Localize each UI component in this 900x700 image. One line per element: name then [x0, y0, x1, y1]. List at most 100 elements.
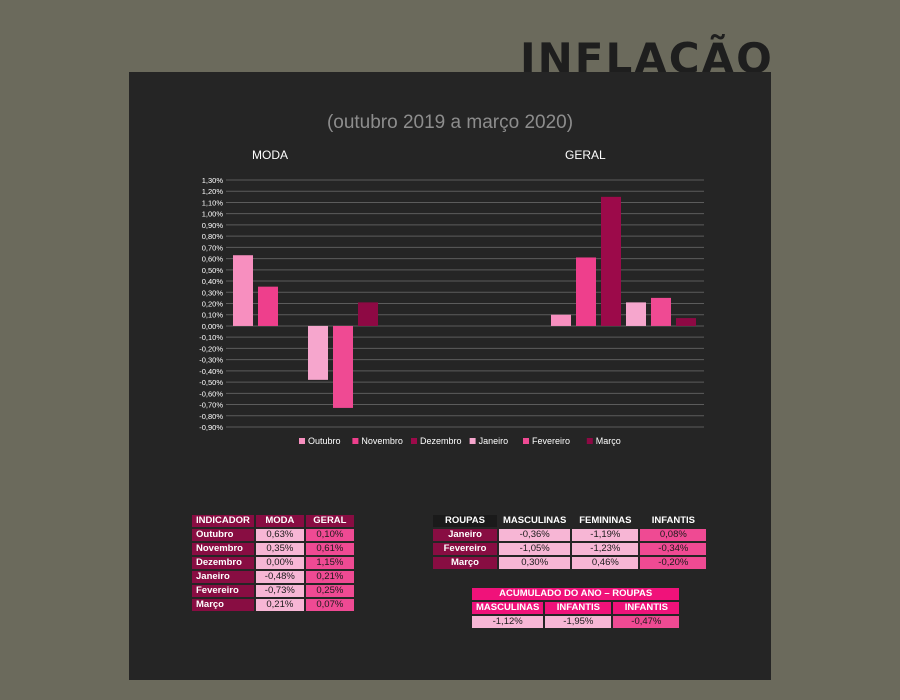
table-header-row: ROUPAS MASCULINAS FEMININAS INFANTIS	[433, 515, 706, 527]
cell-infantis: 0,08%	[640, 529, 707, 541]
cell-infantis: -0,20%	[640, 557, 707, 569]
y-tick-label: 1,20%	[202, 187, 224, 196]
y-tick-label: 0,40%	[202, 277, 224, 286]
row-label: Março	[433, 557, 497, 569]
cell-infantis: -0,34%	[640, 543, 707, 555]
cell-femininas: -1,19%	[572, 529, 639, 541]
header-cell-infantis: INFANTIS	[651, 515, 695, 526]
legend-label: Outubro	[308, 436, 341, 446]
table-row: Março 0,30% 0,46% -0,20%	[433, 557, 707, 569]
y-tick-label: 0,50%	[202, 266, 224, 275]
legend-swatch	[299, 438, 305, 444]
y-tick-label: 0,30%	[202, 288, 224, 297]
header-cell-masculinas: MASCULINAS	[472, 602, 544, 614]
bar-fevereiro	[651, 297, 671, 326]
y-tick-label: 0,00%	[202, 322, 224, 331]
cell-femininas: 0,46%	[572, 557, 639, 569]
group-label-moda: MODA	[252, 148, 288, 162]
table-row: -1,12% -1,95% -0,47%	[472, 616, 680, 628]
cell-geral: 0,21%	[305, 571, 354, 583]
row-label: Novembro	[192, 543, 254, 555]
legend-label: Novembro	[361, 436, 403, 446]
legend-swatch	[523, 438, 529, 444]
row-label: Janeiro	[433, 529, 497, 541]
group-label-geral: GERAL	[565, 148, 606, 162]
y-tick-label: -0,10%	[199, 333, 223, 342]
legend-label: Março	[596, 436, 621, 446]
header-cell-femininas: FEMININAS	[579, 515, 632, 526]
cell-acumulado-infantis: -1,95%	[545, 616, 612, 628]
table-roupas: ROUPAS MASCULINAS FEMININAS INFANTIS Jan…	[431, 513, 708, 571]
legend-label: Dezembro	[420, 436, 462, 446]
y-tick-label: 0,60%	[202, 255, 224, 264]
y-tick-label: 1,30%	[202, 176, 224, 185]
table-row: Janeiro -0,48% 0,21%	[192, 571, 354, 583]
y-tick-label: 0,20%	[202, 300, 224, 309]
cell-geral: 1,15%	[305, 557, 354, 569]
bar-dezembro	[601, 196, 621, 326]
legend-label: Fevereiro	[532, 436, 570, 446]
bar-fevereiro	[333, 325, 353, 408]
cell-moda: 0,63%	[255, 529, 304, 541]
table-header-row: INDICADOR MODA GERAL	[192, 515, 354, 527]
inflation-bar-chart: 1,30% 1,20% 1,10% 1,00% 0,90% 0,80% 0,70% 0,60%…	[199, 176, 704, 446]
y-tick-label: -0,90%	[199, 423, 223, 432]
cell-moda: 0,35%	[255, 543, 304, 555]
cell-geral: 0,10%	[305, 529, 354, 541]
cell-femininas: -1,23%	[572, 543, 639, 555]
y-tick-label: -0,70%	[199, 401, 223, 410]
legend-swatch	[469, 438, 476, 444]
row-label: Fevereiro	[433, 543, 497, 555]
y-tick-label: 0,80%	[202, 232, 224, 241]
header-cell-infantis: INFANTIS	[545, 602, 612, 614]
row-label: Outubro	[192, 529, 254, 541]
bar-novembro	[576, 257, 596, 326]
bar-março	[676, 318, 696, 326]
cell-moda: -0,48%	[255, 571, 304, 583]
acumulado-title: ACUMULADO DO ANO – ROUPAS	[472, 588, 680, 600]
y-tick-label: 1,00%	[202, 210, 224, 219]
cell-geral: 0,61%	[305, 543, 354, 555]
header-cell-roupas: ROUPAS	[433, 515, 497, 527]
row-label: Março	[192, 599, 254, 611]
cell-moda: -0,73%	[255, 585, 304, 597]
y-tick-label: 1,10%	[202, 198, 224, 207]
table-row: Fevereiro -1,05% -1,23% -0,34%	[433, 543, 707, 555]
header-cell-masculinas: MASCULINAS	[503, 515, 567, 526]
cell-geral: 0,07%	[305, 599, 354, 611]
table-title-row: ACUMULADO DO ANO – ROUPAS	[472, 588, 680, 600]
header-cell-infantis-2: INFANTIS	[613, 602, 680, 614]
row-label: Janeiro	[192, 571, 254, 583]
cell-moda: 0,00%	[255, 557, 304, 569]
bar-outubro	[551, 314, 571, 326]
table-header-row: MASCULINAS INFANTIS INFANTIS	[472, 602, 680, 614]
chart-subtitle: (outubro 2019 a março 2020)	[326, 112, 574, 133]
table-row: Outubro 0,63% 0,10%	[192, 529, 354, 541]
table-acumulado: ACUMULADO DO ANO – ROUPAS MASCULINAS INF…	[470, 586, 681, 630]
legend-swatch	[411, 438, 417, 444]
legend-label: Janeiro	[479, 436, 509, 446]
header-cell-geral: GERAL	[305, 515, 354, 527]
legend-swatch	[352, 438, 359, 444]
bar-janeiro	[626, 302, 646, 326]
header-cell-moda: MODA	[255, 515, 304, 527]
y-tick-label: 0,70%	[202, 243, 224, 252]
table-row: Janeiro -0,36% -1,19% 0,08%	[433, 529, 707, 541]
y-tick-label: -0,40%	[199, 367, 223, 376]
y-tick-label: -0,50%	[199, 378, 223, 387]
row-label: Dezembro	[192, 557, 254, 569]
y-tick-label: -0,30%	[199, 356, 223, 365]
cell-geral: 0,25%	[305, 585, 354, 597]
bar-outubro	[233, 255, 253, 326]
cell-masculinas: -1,05%	[499, 543, 571, 555]
legend-swatch	[586, 438, 593, 444]
table-row: Novembro 0,35% 0,61%	[192, 543, 354, 555]
cell-moda: 0,21%	[255, 599, 304, 611]
table-row: Março 0,21% 0,07%	[192, 599, 354, 611]
cell-acumulado-infantis-2: -0,47%	[613, 616, 680, 628]
bar-janeiro	[308, 325, 328, 380]
row-label: Fevereiro	[192, 585, 254, 597]
bar-março	[358, 302, 378, 326]
cell-masculinas: -0,36%	[499, 529, 571, 541]
y-tick-label: -0,80%	[199, 412, 223, 421]
